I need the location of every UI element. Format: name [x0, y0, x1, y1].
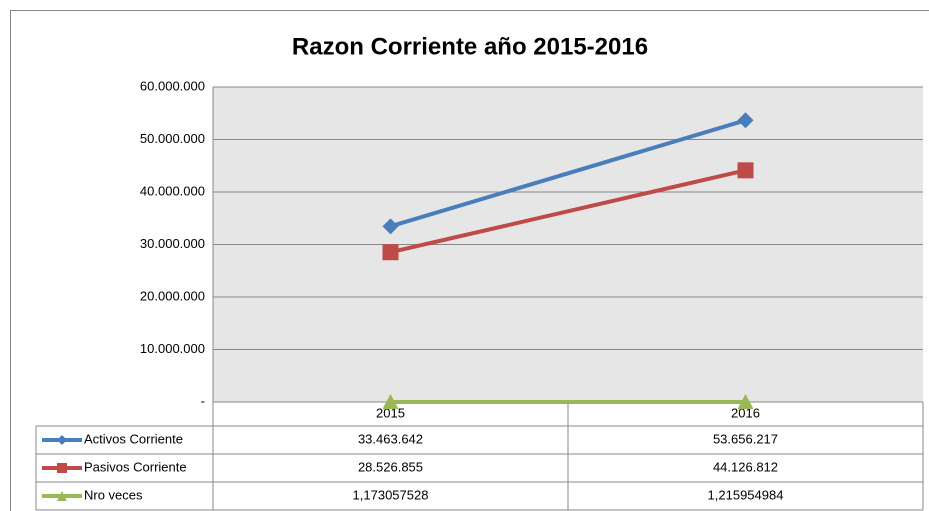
y-tick-label: 30.000.000 — [140, 236, 205, 251]
y-tick-label: 50.000.000 — [140, 131, 205, 146]
legend-label: Activos Corriente — [84, 431, 183, 446]
marker — [382, 218, 399, 235]
series-line — [390, 168, 746, 255]
x-tick-label: 2015 — [376, 405, 405, 420]
legend-marker — [57, 463, 67, 473]
marker — [737, 162, 754, 179]
marker — [382, 394, 399, 409]
marker — [382, 244, 399, 261]
table-value: 33.463.642 — [358, 431, 423, 446]
marker — [737, 394, 754, 409]
legend-label: Nro veces — [84, 487, 143, 502]
chart-title: Razon Corriente año 2015-2016 — [292, 33, 648, 60]
series-line — [389, 118, 747, 229]
table-value: 28.526.855 — [358, 459, 423, 474]
table-value: 44.126.812 — [713, 459, 778, 474]
y-tick-label: - — [201, 393, 205, 408]
legend-marker — [57, 435, 67, 445]
table-value: 53.656.217 — [713, 431, 778, 446]
y-tick-label: 20.000.000 — [140, 288, 205, 303]
y-tick-label: 40.000.000 — [140, 183, 205, 198]
y-tick-label: 10.000.000 — [140, 341, 205, 356]
legend-marker — [57, 491, 67, 501]
table-value: 1,173057528 — [353, 487, 429, 502]
y-tick-label: 60.000.000 — [140, 78, 205, 93]
table-value: 1,215954984 — [708, 487, 784, 502]
x-tick-label: 2016 — [731, 405, 760, 420]
marker — [737, 112, 754, 129]
legend-label: Pasivos Corriente — [84, 459, 187, 474]
